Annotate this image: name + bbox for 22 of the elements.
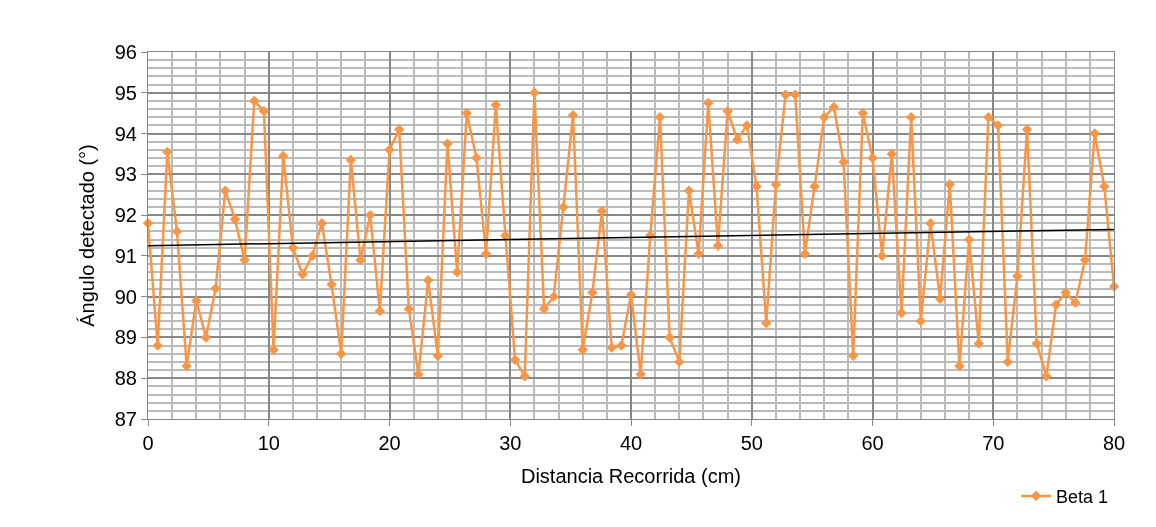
x-tick-label: 80 (1102, 432, 1126, 454)
x-tick-label: 0 (142, 432, 154, 454)
x-tick-label: 60 (861, 432, 884, 454)
y-tick-label: 95 (114, 81, 137, 104)
x-tick-label: 20 (378, 432, 401, 454)
y-tick-label: 87 (114, 408, 137, 430)
y-tick-label: 93 (114, 163, 137, 186)
y-tick-label: 96 (114, 41, 137, 63)
y-tick-label: 89 (114, 326, 137, 349)
y-tick-label: 91 (114, 244, 137, 267)
y-axis-title: Ángulo detectado (°) (76, 144, 99, 327)
y-tick-label: 94 (114, 122, 137, 145)
y-tick-label: 88 (114, 367, 137, 390)
legend-label: Beta 1 (1056, 486, 1109, 507)
y-tick-label: 92 (114, 204, 137, 227)
y-tick-label: 90 (114, 285, 137, 308)
x-tick-label: 30 (499, 432, 522, 454)
x-axis-title: Distancia Recorrida (cm) (520, 464, 742, 487)
x-tick-label: 10 (257, 432, 280, 454)
x-tick-label: 40 (619, 432, 643, 454)
x-tick-label: 70 (982, 432, 1005, 454)
x-tick-label: 50 (740, 432, 763, 454)
